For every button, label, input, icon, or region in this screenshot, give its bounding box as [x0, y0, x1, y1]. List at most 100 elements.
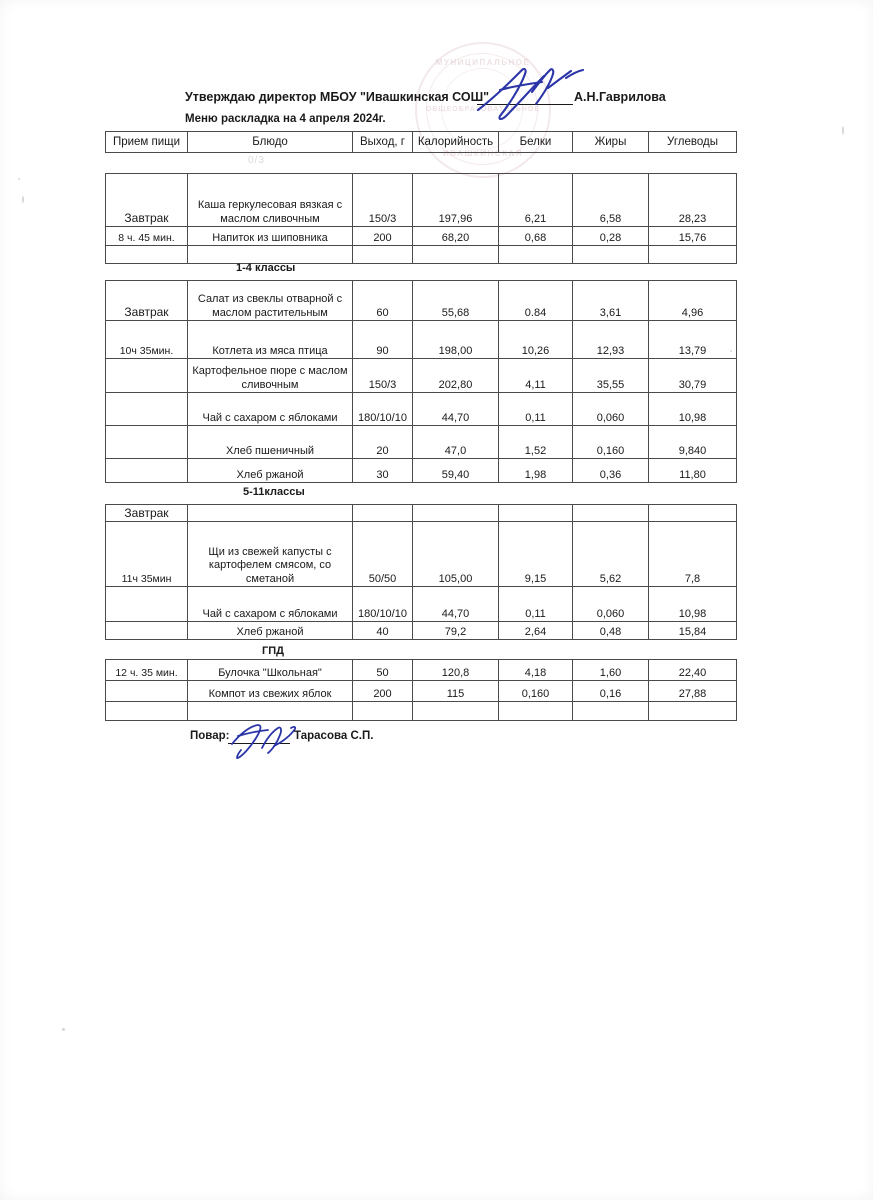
table-row: 12 ч. 35 мин. Булочка "Школьная" 50 120,…: [105, 659, 737, 681]
cell-protein: 4,11: [498, 358, 573, 393]
cell-fat: 0,160: [572, 425, 649, 459]
cell-carbs: 15,76: [648, 226, 737, 246]
cell-meal: [105, 392, 188, 426]
cell-fat: 3,61: [572, 280, 649, 321]
official-stamp: МУНИЦИПАЛЬНОЕ ОБЩЕОБРАЗОВАТЕЛЬНОЕ ИВАШКИ…: [415, 42, 551, 178]
cell-meal: Завтрак: [105, 173, 188, 227]
scan-speck: [22, 196, 24, 203]
cell-dish: Котлета из мяса птица: [187, 320, 353, 359]
cell-fat: 6,58: [572, 173, 649, 227]
section-caption-grades-1-4: 1-4 классы: [236, 262, 296, 274]
cell-output: [352, 245, 413, 264]
table-row: Хлеб пшеничный 20 47,0 1,52 0,160 9,840: [105, 425, 737, 459]
cell-calories: 47,0: [412, 425, 499, 459]
cell-fat: [572, 701, 649, 721]
cell-calories: 68,20: [412, 226, 499, 246]
cell-dish: Хлеб пшеничный: [187, 425, 353, 459]
director-signature-rule: [477, 104, 573, 105]
cell-meal: [105, 245, 188, 264]
table-row: Хлеб ржаной 30 59,40 1,98 0,36 11,80: [105, 458, 737, 483]
cell-fat: 0,060: [572, 586, 649, 622]
cell-meal: [105, 586, 188, 622]
cell-meal: [105, 425, 188, 459]
col-header-dish: Блюдо: [187, 131, 353, 153]
scan-speck: [18, 178, 20, 180]
cell-output: 40: [352, 621, 413, 640]
cell-calories: 59,40: [412, 458, 499, 483]
cook-signature-rule: [228, 743, 290, 744]
cell-calories: 44,70: [412, 586, 499, 622]
menu-table-breakfast-primary: Завтрак Каша геркулесовая вязкая с масло…: [105, 173, 737, 264]
cell-carbs: 10,98: [648, 392, 737, 426]
cell-meal: 11ч 35мин: [105, 521, 188, 587]
cell-calories: 197,96: [412, 173, 499, 227]
cell-dish: Хлеб ржаной: [187, 621, 353, 640]
cell-protein: [498, 245, 573, 264]
cell-carbs: 30,79: [648, 358, 737, 393]
col-header-output: Выход, г: [352, 131, 413, 153]
cell-meal: [105, 701, 188, 721]
cell-protein: 1,98: [498, 458, 573, 483]
col-header-protein: Белки: [498, 131, 573, 153]
cell-carbs: 9,840: [648, 425, 737, 459]
cell-fat: 35,55: [572, 358, 649, 393]
table-row: Чай с сахаром с яблоками 180/10/10 44,70…: [105, 586, 737, 622]
col-header-calories: Калорийность: [412, 131, 499, 153]
table-row: Хлеб ржаной 40 79,2 2,64 0,48 15,84: [105, 621, 737, 640]
cell-protein: [498, 701, 573, 721]
stamp-mid-text: ОБЩЕОБРАЗОВАТЕЛЬНОЕ: [425, 106, 541, 113]
table-row: 11ч 35мин Щи из свежей капусты с картофе…: [105, 521, 737, 587]
cell-calories: 79,2: [412, 621, 499, 640]
cell-meal: [105, 680, 188, 702]
cell-output: 200: [352, 680, 413, 702]
cell-carbs: 13,79: [648, 320, 737, 359]
cell-carbs: [648, 504, 737, 522]
cell-carbs: 15,84: [648, 621, 737, 640]
cell-calories: [412, 701, 499, 721]
cell-protein: 2,64: [498, 621, 573, 640]
cell-protein: 0,11: [498, 392, 573, 426]
cell-dish: Компот из свежих яблок: [187, 680, 353, 702]
cell-carbs: 27,88: [648, 680, 737, 702]
table-row: 10ч 35мин. Котлета из мяса птица 90 198,…: [105, 320, 737, 359]
cell-calories: 198,00: [412, 320, 499, 359]
cell-output: 30: [352, 458, 413, 483]
cell-output: [352, 701, 413, 721]
table-row: Чай с сахаром с яблоками 180/10/10 44,70…: [105, 392, 737, 426]
cell-meal: [105, 458, 188, 483]
cell-meal: [105, 621, 188, 640]
cell-protein: 0,68: [498, 226, 573, 246]
cook-signature-icon: [231, 724, 297, 760]
section-caption-grades-5-11: 5-11классы: [243, 486, 305, 498]
table-row: Компот из свежих яблок 200 115 0,160 0,1…: [105, 680, 737, 702]
cell-dish: Каша геркулесовая вязкая с маслом сливоч…: [187, 173, 353, 227]
cell-meal: 10ч 35мин.: [105, 320, 188, 359]
cell-carbs: 7,8: [648, 521, 737, 587]
cell-output: 60: [352, 280, 413, 321]
cell-output: 180/10/10: [352, 392, 413, 426]
table-row-empty: [105, 245, 737, 264]
scan-speck: [730, 350, 732, 352]
cell-carbs: 22,40: [648, 659, 737, 681]
director-name: А.Н.Гаврилова: [574, 90, 666, 104]
cell-output: 180/10/10: [352, 586, 413, 622]
cell-fat: 1,60: [572, 659, 649, 681]
col-header-carbs: Углеводы: [648, 131, 737, 153]
cell-fat: [572, 504, 649, 522]
col-header-fat: Жиры: [572, 131, 649, 153]
cell-carbs: 10,98: [648, 586, 737, 622]
cell-calories: 44,70: [412, 392, 499, 426]
cell-dish: Напиток из шиповника: [187, 226, 353, 246]
table-row: Картофельное пюре с маслом сливочным 150…: [105, 358, 737, 393]
cell-output: [352, 504, 413, 522]
table-row: Завтрак Каша геркулесовая вязкая с масло…: [105, 173, 737, 227]
cell-protein: 0.84: [498, 280, 573, 321]
scan-speck: [842, 126, 844, 135]
cell-output: 200: [352, 226, 413, 246]
cell-calories: 105,00: [412, 521, 499, 587]
cell-protein: 9,15: [498, 521, 573, 587]
cell-dish: [187, 504, 353, 522]
cell-dish: Чай с сахаром с яблоками: [187, 586, 353, 622]
cell-fat: 0,28: [572, 226, 649, 246]
